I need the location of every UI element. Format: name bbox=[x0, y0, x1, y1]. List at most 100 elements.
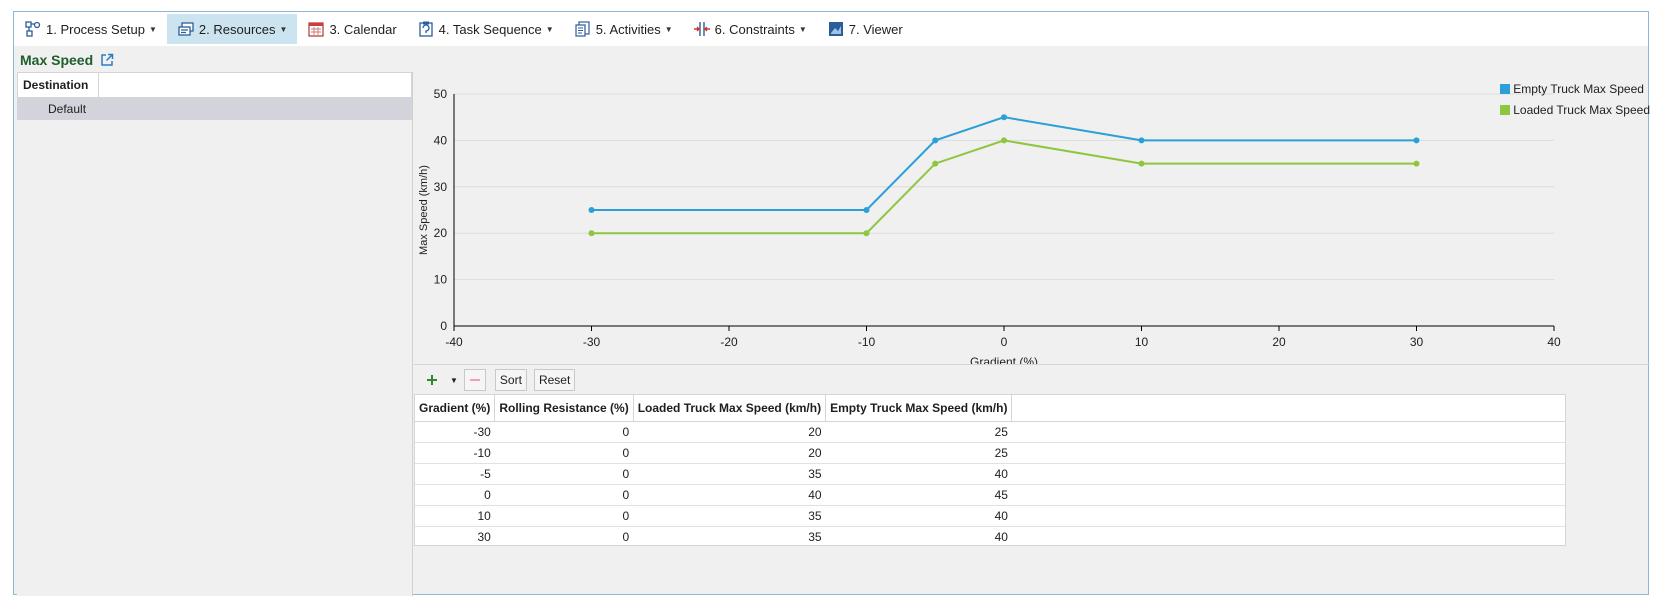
data-point-loaded bbox=[863, 230, 870, 237]
tab-process-setup[interactable]: 1. Process Setup ▼ bbox=[14, 14, 167, 44]
table-row[interactable]: -10 0 20 25 bbox=[415, 442, 1565, 464]
chevron-down-icon: ▼ bbox=[545, 24, 554, 34]
remove-row-button[interactable] bbox=[463, 369, 486, 391]
cell-gradient[interactable]: 0 bbox=[415, 484, 495, 506]
add-row-dropdown[interactable]: ▼ bbox=[446, 369, 462, 391]
cell-filler bbox=[1011, 442, 1565, 464]
y-tick-label: 40 bbox=[434, 133, 448, 147]
reset-button[interactable]: Reset bbox=[533, 369, 576, 391]
table-row[interactable]: 10 0 35 40 bbox=[415, 505, 1565, 527]
cell-empty-speed[interactable]: 40 bbox=[825, 463, 1012, 485]
cell-gradient[interactable]: -30 bbox=[415, 421, 495, 443]
tab-resources-label: 2. Resources bbox=[198, 21, 276, 37]
cell-loaded-speed[interactable]: 20 bbox=[633, 421, 826, 443]
max-speed-chart: 0 10 20 30 40 50 -40 -30 -20 -10 0 10 20 30 40 Gradient… bbox=[414, 72, 1650, 370]
tab-resources[interactable]: 2. Resources ▼ bbox=[166, 14, 298, 44]
column-header-rolling-resistance[interactable]: Rolling Resistance (%) bbox=[494, 395, 634, 422]
y-tick-label: 20 bbox=[434, 226, 448, 240]
cell-gradient[interactable]: 30 bbox=[415, 526, 495, 545]
cell-loaded-speed[interactable]: 35 bbox=[633, 526, 826, 545]
cell-empty-speed[interactable]: 40 bbox=[825, 526, 1012, 545]
legend-label-empty: Empty Truck Max Speed bbox=[1513, 81, 1644, 96]
tab-constraints[interactable]: 6. Constraints ▼ bbox=[683, 14, 817, 44]
cell-loaded-speed[interactable]: 20 bbox=[633, 442, 826, 464]
x-tick-label: -40 bbox=[445, 335, 463, 349]
chevron-down-icon: ▼ bbox=[149, 24, 157, 34]
data-point-empty bbox=[588, 207, 595, 213]
sort-button[interactable]: Sort bbox=[494, 369, 527, 391]
minus-icon bbox=[469, 379, 480, 381]
cell-rolling-resistance[interactable]: 0 bbox=[494, 505, 634, 527]
resources-icon bbox=[177, 20, 195, 38]
table-row[interactable]: -5 0 35 40 bbox=[415, 463, 1565, 485]
table-row[interactable]: 30 0 35 40 bbox=[415, 526, 1565, 545]
legend-label-loaded: Loaded Truck Max Speed bbox=[1513, 102, 1650, 117]
data-point-empty bbox=[1001, 114, 1007, 121]
series-line-loaded bbox=[591, 139, 1417, 235]
task-sequence-icon bbox=[417, 20, 435, 38]
y-tick-label: 10 bbox=[434, 273, 448, 287]
data-point-loaded bbox=[932, 160, 939, 167]
column-header-empty-speed[interactable]: Empty Truck Max Speed (km/h) bbox=[825, 395, 1013, 422]
chevron-down-icon: ▼ bbox=[798, 24, 807, 34]
chart-svg: 0 10 20 30 40 50 -40 -30 -20 -10 0 10 20 30 40 Gradient… bbox=[418, 87, 1561, 369]
y-tick-label: 50 bbox=[434, 87, 448, 101]
data-point-empty bbox=[863, 207, 870, 213]
cell-loaded-speed[interactable]: 40 bbox=[633, 484, 826, 506]
table-row[interactable]: -30 0 20 25 bbox=[415, 421, 1565, 443]
y-tick-label: 0 bbox=[440, 319, 447, 333]
cell-empty-speed[interactable]: 25 bbox=[825, 421, 1012, 443]
cell-gradient[interactable]: 10 bbox=[415, 505, 495, 527]
tab-viewer[interactable]: 7. Viewer bbox=[817, 14, 913, 44]
data-point-empty bbox=[1413, 137, 1420, 144]
table-row[interactable]: 0 0 40 45 bbox=[415, 484, 1565, 506]
x-tick-label: 40 bbox=[1547, 335, 1561, 349]
cell-filler bbox=[1011, 526, 1565, 545]
tab-activities[interactable]: 5. Activities ▼ bbox=[564, 14, 683, 44]
data-point-loaded bbox=[1001, 137, 1007, 144]
grid-toolbar: ▼ Sort Reset bbox=[414, 364, 1650, 395]
destination-row-default[interactable]: Default bbox=[17, 98, 412, 120]
cell-rolling-resistance[interactable]: 0 bbox=[494, 442, 634, 464]
column-header-filler bbox=[1011, 395, 1565, 422]
table-header-row: Gradient (%) Rolling Resistance (%) Load… bbox=[415, 395, 1565, 422]
tab-calendar[interactable]: 3. Calendar bbox=[297, 14, 406, 44]
destination-column-header[interactable]: Destination bbox=[18, 73, 99, 97]
main-toolbar: 1. Process Setup ▼ 2. Resources ▼ 3. Cal… bbox=[14, 12, 1648, 46]
cell-rolling-resistance[interactable]: 0 bbox=[494, 421, 634, 443]
x-tick-label: -10 bbox=[858, 335, 876, 349]
cell-rolling-resistance[interactable]: 0 bbox=[494, 463, 634, 485]
x-axis-label: Gradient (%) bbox=[970, 355, 1038, 364]
cell-rolling-resistance[interactable]: 0 bbox=[494, 484, 634, 506]
legend-item-empty: Empty Truck Max Speed bbox=[1500, 78, 1650, 99]
external-link-icon[interactable] bbox=[100, 53, 114, 67]
cell-rolling-resistance[interactable]: 0 bbox=[494, 526, 634, 545]
cell-gradient[interactable]: -10 bbox=[415, 442, 495, 464]
add-row-button[interactable] bbox=[422, 369, 442, 391]
data-point-empty bbox=[1138, 137, 1145, 144]
column-header-loaded-speed[interactable]: Loaded Truck Max Speed (km/h) bbox=[633, 395, 827, 422]
legend-item-loaded: Loaded Truck Max Speed bbox=[1500, 99, 1650, 120]
column-header-gradient[interactable]: Gradient (%) bbox=[415, 395, 496, 422]
destination-panel: Destination Default bbox=[17, 72, 413, 596]
cell-loaded-speed[interactable]: 35 bbox=[633, 463, 826, 485]
chart-legend: Empty Truck Max Speed Loaded Truck Max S… bbox=[1500, 78, 1650, 120]
process-setup-icon bbox=[24, 20, 42, 38]
data-point-loaded bbox=[1138, 160, 1145, 167]
cell-empty-speed[interactable]: 25 bbox=[825, 442, 1012, 464]
cell-gradient[interactable]: -5 bbox=[415, 463, 495, 485]
cell-empty-speed[interactable]: 40 bbox=[825, 505, 1012, 527]
cell-filler bbox=[1011, 421, 1565, 443]
x-tick-label: -30 bbox=[583, 335, 601, 349]
activities-icon bbox=[574, 20, 592, 38]
cell-loaded-speed[interactable]: 35 bbox=[633, 505, 826, 527]
cell-empty-speed[interactable]: 45 bbox=[825, 484, 1012, 506]
x-tick-label: 0 bbox=[1001, 335, 1008, 349]
calendar-icon bbox=[307, 20, 325, 38]
tab-task-sequence[interactable]: 4. Task Sequence ▼ bbox=[407, 14, 564, 44]
y-axis-label: Max Speed (km/h) bbox=[418, 165, 430, 255]
x-tick-label: -20 bbox=[720, 335, 738, 349]
chevron-down-icon: ▼ bbox=[279, 24, 288, 34]
tab-task-sequence-label: 4. Task Sequence bbox=[438, 21, 542, 37]
cell-filler bbox=[1011, 505, 1565, 527]
